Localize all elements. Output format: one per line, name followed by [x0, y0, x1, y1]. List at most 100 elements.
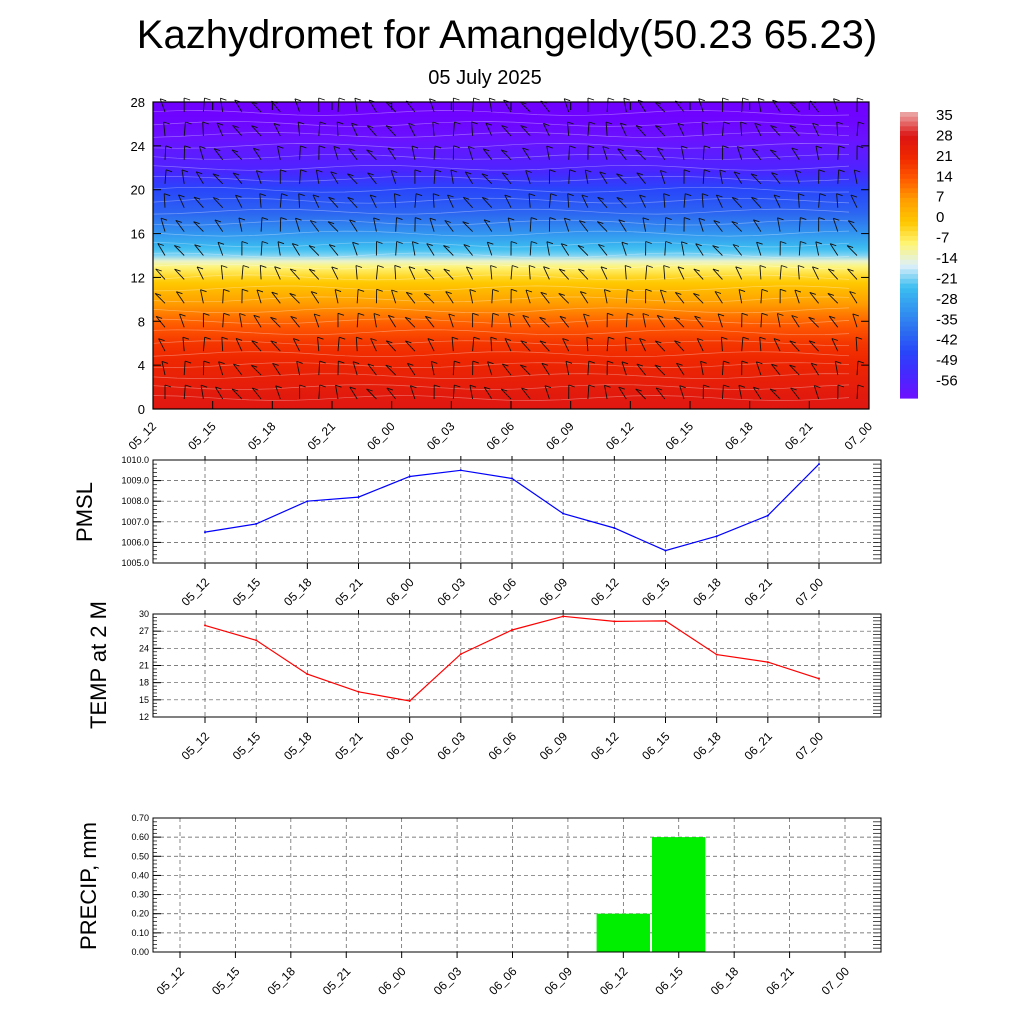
wind-barb-flag: [193, 196, 201, 200]
wind-barb: [741, 97, 744, 113]
colorbar-cell: [900, 312, 918, 318]
wind-barb-flag: [337, 121, 344, 125]
wind-barb-flag: [298, 193, 305, 197]
data-point: [664, 619, 667, 622]
colorbar-cell: [900, 183, 918, 189]
wind-barb: [856, 361, 859, 376]
wind-barb: [219, 98, 224, 113]
wind-barb: [811, 266, 820, 280]
wind-barb-flag: [546, 145, 553, 149]
wind-barb-flag: [444, 220, 451, 223]
wind-barb: [195, 171, 204, 185]
wind-barb: [486, 242, 493, 256]
x-tick-label: 06_00: [383, 575, 417, 609]
wind-barb: [779, 265, 782, 280]
wind-barb-flag: [773, 338, 781, 342]
wind-barb-flag: [251, 340, 258, 344]
wind-barb: [757, 98, 762, 113]
wind-barb: [832, 218, 839, 232]
wind-barb: [501, 125, 512, 137]
wind-barb: [327, 221, 339, 232]
y-tick-label: 0.60: [131, 832, 149, 842]
wind-barb: [501, 172, 512, 185]
wind-barb-flag: [742, 97, 749, 101]
wind-barb: [578, 268, 589, 280]
wind-barb-flag: [483, 148, 490, 152]
wind-barb: [200, 289, 204, 304]
wind-barb: [529, 241, 532, 256]
wind-barb-flag: [544, 385, 552, 389]
wind-barb-flag: [677, 122, 685, 126]
wind-barb-flag: [819, 193, 826, 197]
wind-barb: [520, 364, 531, 376]
wind-barb: [635, 388, 646, 400]
wind-barb: [385, 125, 397, 137]
wind-barb-flag: [717, 313, 725, 317]
wind-barb: [598, 244, 608, 256]
wind-barb-flag: [828, 268, 835, 272]
wind-barb: [233, 363, 243, 376]
colorbar-label: 7: [936, 189, 944, 206]
wind-barb-flag: [585, 169, 592, 173]
wind-barb-flag: [317, 336, 324, 340]
wind-barb-flag: [443, 245, 450, 248]
wind-barb: [491, 289, 494, 304]
colorbar-cell: [900, 188, 918, 194]
wind-barb: [714, 291, 723, 304]
wind-barb: [752, 386, 762, 400]
wind-barb-flag: [597, 221, 604, 225]
wind-barb-flag: [429, 217, 437, 221]
wind-barb: [771, 172, 781, 185]
wind-barb-flag: [754, 122, 761, 126]
wind-barb: [755, 361, 762, 376]
wind-barb-flag: [660, 289, 667, 293]
wind-barb: [698, 98, 704, 113]
wind-barb: [159, 98, 166, 113]
wind-barb: [271, 291, 281, 304]
wind-barb-flag: [427, 338, 435, 342]
contour-line: [152, 318, 850, 325]
wind-barb: [834, 361, 839, 376]
wind-barb: [847, 268, 858, 280]
wind-barb-flag: [453, 97, 460, 101]
wind-barb-flag: [636, 363, 644, 367]
wind-barb: [789, 125, 800, 137]
wind-barb-flag: [605, 121, 613, 125]
precip-panel: 0.00 0.10 0.20 0.30 0.40 0.50 0.60 0.70 05_12 05_…: [76, 813, 882, 998]
colorbar-cell: [900, 145, 918, 151]
wind-barb: [756, 242, 762, 256]
wind-barb-flag: [182, 336, 190, 340]
wind-barb: [754, 123, 762, 137]
wind-barb-flag: [508, 313, 515, 316]
wind-barb: [387, 315, 397, 328]
wind-barb-flag: [663, 265, 670, 268]
wind-barb: [193, 196, 204, 208]
wind-barb-flag: [856, 145, 864, 149]
contour-line: [152, 362, 850, 368]
data-point: [613, 527, 616, 529]
colorbar-cell: [900, 216, 918, 223]
data-point: [511, 629, 513, 631]
wind-barb: [178, 194, 185, 208]
chart-title: Kazhydromet for Amangeldy(50.23 65.23): [137, 13, 877, 57]
y-tick-label: 21: [139, 661, 149, 671]
wind-barb-flag: [655, 340, 662, 344]
wind-barb-flag: [681, 241, 688, 245]
wind-barb-flag: [487, 241, 494, 245]
wind-barb: [642, 313, 647, 328]
data-point: [766, 514, 769, 517]
x-tick-label: 06_09: [542, 964, 576, 998]
wind-barb-flag: [836, 121, 843, 125]
colorbar-cell: [900, 178, 918, 185]
x-tick-label: 05_21: [320, 964, 354, 998]
wind-barb: [502, 363, 512, 376]
contour-line: [152, 110, 850, 116]
wind-barb-flag: [231, 149, 239, 153]
wind-barb: [174, 268, 185, 280]
wind-barb-flag: [735, 266, 742, 270]
wind-barb: [813, 385, 820, 400]
y-tick-label: 12: [131, 270, 145, 285]
wind-barb: [837, 169, 840, 184]
wind-barb: [444, 220, 454, 232]
wind-barb-flag: [564, 98, 571, 102]
